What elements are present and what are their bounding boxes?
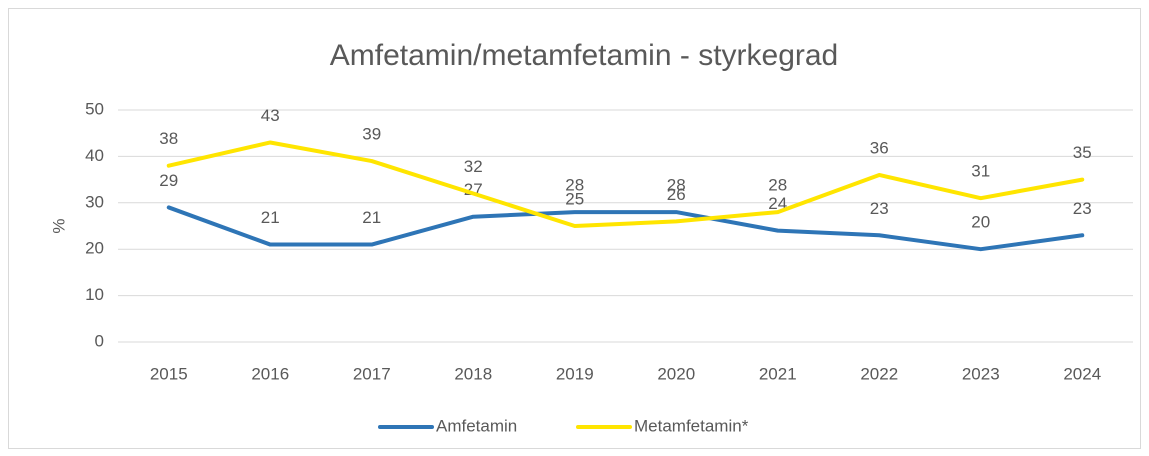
data-label: 21 (362, 208, 381, 227)
data-label: 43 (261, 106, 280, 125)
series-line (166, 140, 1085, 228)
x-tick-label: 2020 (657, 364, 695, 383)
legend-label: Amfetamin (436, 416, 517, 435)
y-tick-label: 30 (85, 192, 104, 211)
x-tick-label: 2015 (150, 364, 188, 383)
x-tick-label: 2022 (860, 364, 898, 383)
x-tick-label: 2023 (962, 364, 1000, 383)
y-tick-label: 20 (85, 239, 104, 258)
chart-title: Amfetamin/metamfetamin - styrkegrad (330, 39, 839, 72)
data-label: 26 (667, 185, 686, 204)
y-axis-label: % (49, 218, 68, 233)
data-label: 21 (261, 208, 280, 227)
legend-label: Metamfetamin* (634, 416, 749, 435)
y-tick-label: 10 (85, 285, 104, 304)
series-line (166, 205, 1085, 252)
data-label: 28 (768, 176, 787, 195)
x-tick-label: 2017 (353, 364, 391, 383)
y-tick-label: 0 (95, 331, 104, 350)
data-label: 28 (667, 176, 686, 195)
y-tick-label: 40 (85, 146, 104, 165)
data-label: 23 (1073, 199, 1092, 218)
data-label: 38 (159, 129, 178, 148)
data-label: 28 (565, 176, 584, 195)
x-tick-label: 2016 (251, 364, 289, 383)
x-tick-label: 2021 (759, 364, 797, 383)
x-tick-label: 2024 (1063, 364, 1101, 383)
y-tick-label: 50 (85, 99, 104, 118)
data-label: 20 (971, 213, 990, 232)
data-label: 29 (159, 171, 178, 190)
data-label: 32 (464, 157, 483, 176)
data-label: 23 (870, 199, 889, 218)
data-label: 35 (1073, 143, 1092, 162)
x-tick-label: 2019 (556, 364, 594, 383)
x-tick-label: 2018 (454, 364, 492, 383)
data-label: 39 (362, 125, 381, 144)
data-label: 31 (971, 162, 990, 181)
chart-frame (8, 8, 1141, 449)
data-label: 36 (870, 138, 889, 157)
data-label: 25 (565, 189, 584, 208)
